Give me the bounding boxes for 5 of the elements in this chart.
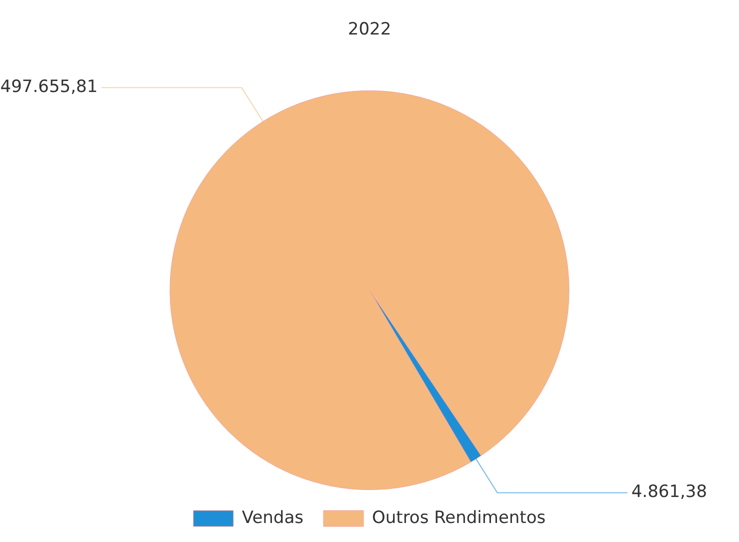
legend-label: Outros Rendimentos [372, 508, 546, 528]
chart-title: 2022 [348, 20, 392, 40]
data-label: 4.861,38 [631, 482, 708, 502]
legend-label: Vendas [242, 508, 304, 528]
data-label: 497.655,81 [0, 77, 98, 98]
